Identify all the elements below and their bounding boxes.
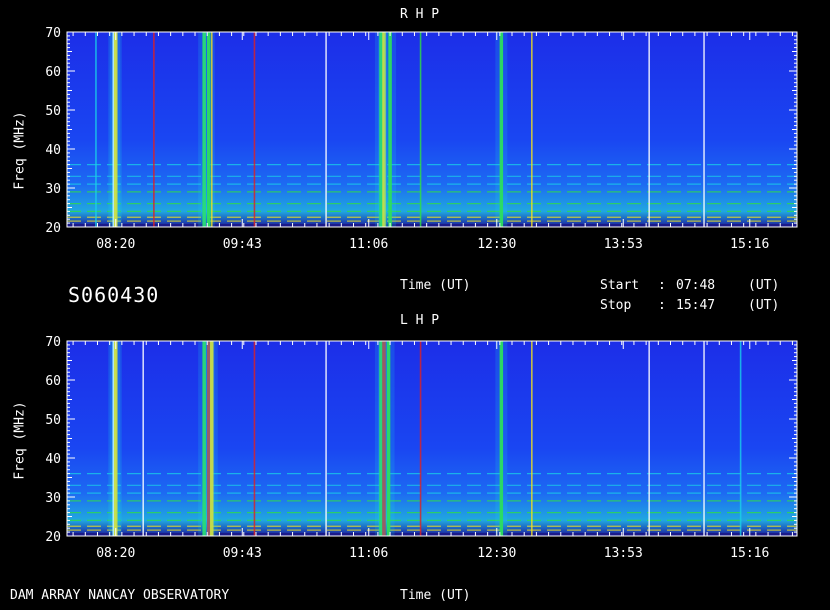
emission-streak: [95, 32, 97, 227]
y-tick-label: 70: [45, 335, 61, 350]
observation-id: S060430: [68, 283, 160, 307]
y-tick-label: 30: [45, 491, 61, 506]
x-tick-label: 15:16: [730, 546, 769, 561]
lhp-title: L H P: [400, 313, 440, 328]
emission-burst: [206, 341, 211, 536]
emission-halo: [495, 341, 508, 536]
stop-sep: :: [658, 298, 666, 313]
lhp-xlabel: Time (UT): [400, 588, 471, 603]
rhp-title: R H P: [400, 7, 440, 22]
x-tick-label: 13:53: [604, 546, 643, 561]
emission-halo: [205, 341, 218, 536]
x-tick-label: 09:43: [223, 237, 262, 252]
start-label: Start: [600, 278, 640, 293]
low-frequency-band: [67, 532, 797, 536]
emission-burst: [379, 32, 383, 227]
emission-burst: [499, 32, 504, 227]
low-frequency-band: [67, 223, 797, 227]
y-tick-label: 20: [45, 221, 61, 236]
emission-halo: [109, 32, 122, 227]
spectrogram-background: [67, 32, 797, 227]
y-tick-label: 60: [45, 374, 61, 389]
emission-halo: [495, 32, 508, 227]
emission-streak: [703, 32, 705, 227]
emission-burst: [114, 341, 118, 536]
start-ut: (UT): [748, 278, 780, 293]
y-tick-label: 50: [45, 413, 61, 428]
emission-halo: [377, 32, 390, 227]
emission-burst: [379, 341, 383, 536]
instrument-label: DAM ARRAY NANCAY OBSERVATORY: [10, 588, 230, 603]
emission-streak: [419, 32, 422, 227]
stop-time: 15:47: [676, 298, 716, 313]
stop-label: Stop: [600, 298, 632, 313]
emission-burst: [114, 32, 118, 227]
emission-burst: [386, 341, 391, 536]
start-sep: :: [658, 278, 666, 293]
emission-streak: [210, 32, 213, 227]
rhp-spectrogram: 20 30 40 50 60 70 08:20 09:43 11:06 12:30 13:53 15:…: [45, 26, 798, 252]
x-tick-label: 12:30: [477, 237, 516, 252]
emission-halo: [384, 32, 397, 227]
emission-streak: [531, 32, 533, 227]
emission-streak: [739, 341, 742, 536]
lhp-ylabel: Freq (MHz): [12, 401, 28, 480]
y-tick-label: 50: [45, 104, 61, 119]
emission-halo: [109, 341, 122, 536]
emission-burst: [388, 32, 392, 227]
emission-burst: [202, 32, 206, 227]
y-tick-label: 60: [45, 65, 61, 80]
emission-streak: [648, 341, 650, 536]
emission-halo: [382, 341, 395, 536]
emission-streak: [325, 32, 327, 227]
emission-streak: [253, 32, 256, 227]
lhp-spectrogram: 20 30 40 50 60 70 08:20 09:43 11:06 12:30 13:53 15:…: [45, 335, 798, 561]
x-tick-label: 08:20: [96, 237, 135, 252]
emission-burst: [206, 32, 211, 227]
emission-streak: [153, 32, 155, 227]
emission-streak: [703, 341, 705, 536]
y-tick-label: 40: [45, 452, 61, 467]
emission-streak: [253, 341, 256, 536]
emission-streak: [142, 341, 145, 536]
emission-streak: [419, 341, 422, 536]
emission-streak: [648, 32, 650, 227]
y-tick-label: 30: [45, 182, 61, 197]
emission-streak: [325, 341, 327, 536]
rhp-xlabel: Time (UT): [400, 278, 471, 293]
y-tick-label: 70: [45, 26, 61, 41]
emission-streak: [531, 341, 533, 536]
y-tick-label: 40: [45, 143, 61, 158]
x-tick-label: 15:16: [730, 237, 769, 252]
emission-burst: [382, 341, 386, 536]
x-tick-label: 08:20: [96, 546, 135, 561]
emission-burst: [382, 32, 386, 227]
stop-ut: (UT): [748, 298, 780, 313]
start-time: 07:48: [676, 278, 716, 293]
emission-burst: [210, 341, 214, 536]
spectrogram-background: [67, 341, 797, 536]
x-tick-label: 11:06: [349, 237, 388, 252]
emission-burst: [499, 341, 504, 536]
emission-burst: [202, 341, 206, 536]
y-tick-label: 20: [45, 530, 61, 545]
x-tick-label: 09:43: [223, 546, 262, 561]
x-tick-label: 13:53: [604, 237, 643, 252]
x-tick-label: 11:06: [349, 546, 388, 561]
x-tick-label: 12:30: [477, 546, 516, 561]
